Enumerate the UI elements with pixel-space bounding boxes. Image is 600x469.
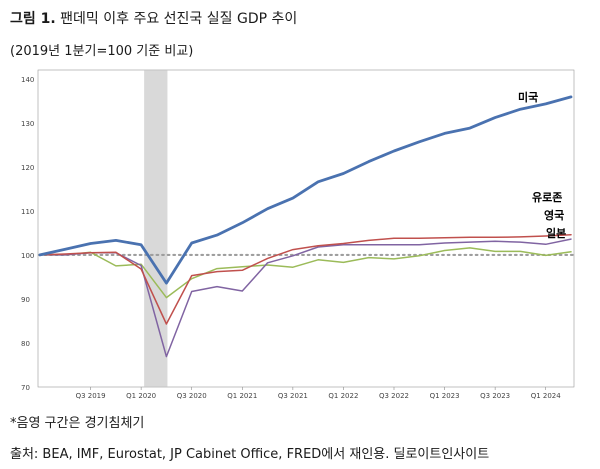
y-tick-label: 120: [21, 164, 34, 172]
x-tick-label: Q1 2020: [126, 392, 156, 400]
figure-subtitle: (2019년 1분기=100 기준 비교): [10, 44, 194, 59]
figure-source: 출처: BEA, IMF, Eurostat, JP Cabinet Offic…: [10, 447, 490, 462]
x-tick-label: Q3 2022: [379, 392, 409, 400]
x-tick-label: Q3 2020: [177, 392, 207, 400]
x-tick-label: Q1 2021: [227, 392, 257, 400]
y-tick-label: 70: [21, 384, 30, 392]
series-label-us: 미국: [518, 90, 538, 104]
series-label-japan: 일본: [546, 226, 566, 240]
y-tick-label: 90: [21, 296, 30, 304]
series-label-uk: 영국: [544, 209, 564, 222]
series-label-eurozone: 유로존: [532, 191, 562, 204]
recession-shading: [144, 70, 168, 387]
figure-label: 그림 1.: [10, 11, 56, 27]
figure-title-text: 팬데믹 이후 주요 선진국 실질 GDP 추이: [60, 11, 298, 27]
x-tick-label: Q3 2021: [278, 392, 308, 400]
x-tick-label: Q3 2023: [480, 392, 510, 400]
series-line-eurozone: [39, 233, 572, 325]
y-tick-label: 130: [21, 120, 34, 128]
series-line-us: [38, 95, 573, 285]
x-tick-label: Q1 2022: [328, 392, 358, 400]
x-tick-label: Q1 2024: [531, 392, 562, 400]
y-tick-label: 100: [21, 252, 34, 260]
x-tick-label: Q1 2023: [430, 392, 460, 400]
series-line-japan: [39, 247, 572, 299]
x-tick-label: Q3 2019: [76, 392, 106, 400]
y-tick-label: 110: [21, 208, 34, 216]
y-tick-label: 80: [21, 340, 30, 348]
line-chart: 70 80 90 100 110 120 130 140 Q3 2019 Q1 2020 Q3 20…: [21, 69, 575, 400]
figure-title: 그림 1. 팬데믹 이후 주요 선진국 실질 GDP 추이: [10, 8, 297, 28]
y-tick-label: 140: [21, 76, 34, 84]
figure-note: *음영 구간은 경기침체기: [10, 416, 145, 431]
series-line-uk: [39, 238, 572, 358]
